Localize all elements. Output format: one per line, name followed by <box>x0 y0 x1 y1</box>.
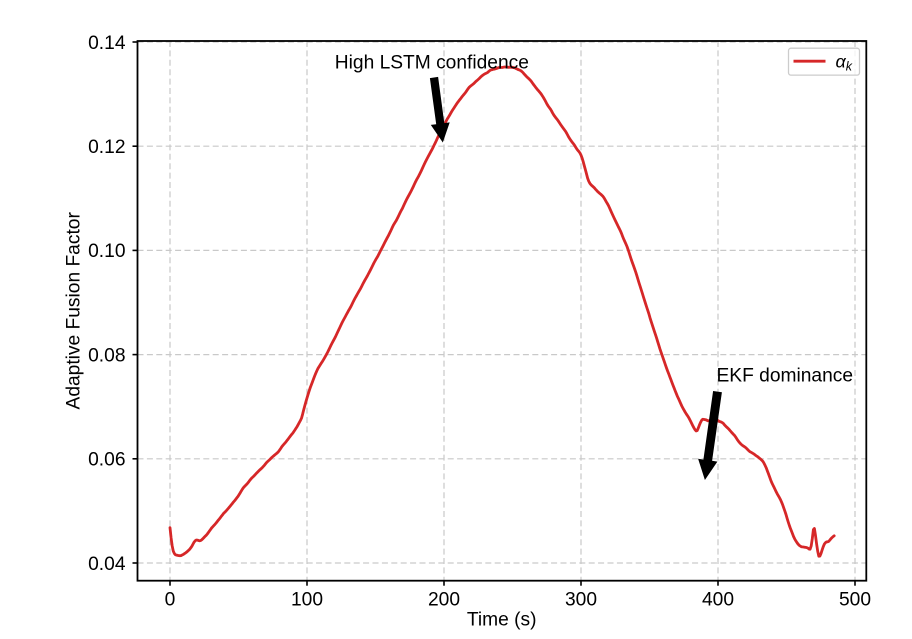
svg-text:0.10: 0.10 <box>88 241 125 262</box>
svg-text:EKF dominance: EKF dominance <box>717 365 854 386</box>
svg-text:0.14: 0.14 <box>88 33 126 54</box>
svg-text:300: 300 <box>565 590 597 611</box>
svg-text:Adaptive Fusion Factor: Adaptive Fusion Factor <box>64 212 85 410</box>
svg-text:200: 200 <box>428 590 460 611</box>
svg-text:0: 0 <box>165 590 176 611</box>
svg-text:500: 500 <box>839 590 871 611</box>
svg-text:0.08: 0.08 <box>88 345 125 366</box>
svg-text:High LSTM confidence: High LSTM confidence <box>335 53 529 74</box>
svg-text:100: 100 <box>291 590 323 611</box>
svg-text:0.06: 0.06 <box>88 450 125 471</box>
svg-text:Time (s): Time (s) <box>467 610 537 631</box>
svg-text:0.12: 0.12 <box>88 137 125 158</box>
svg-text:400: 400 <box>702 590 734 611</box>
svg-text:0.04: 0.04 <box>88 554 126 575</box>
